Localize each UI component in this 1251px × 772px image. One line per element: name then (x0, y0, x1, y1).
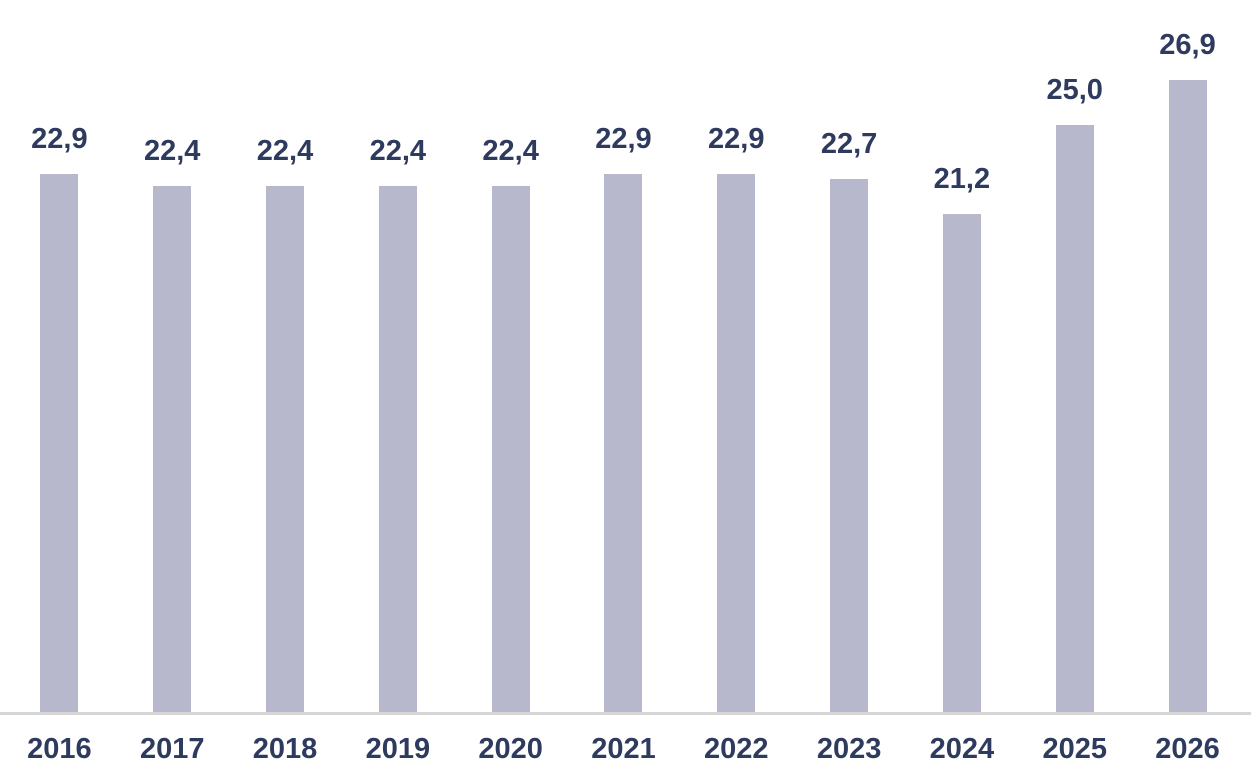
bar-column: 22,9 (567, 0, 680, 714)
x-axis-tick-label: 2023 (816, 733, 882, 765)
bar (830, 179, 869, 714)
bar-column: 22,4 (229, 0, 342, 714)
bar-value-label: 25,0 (1046, 74, 1103, 107)
x-axis-tick-label: 2024 (929, 733, 995, 765)
bar (942, 214, 981, 714)
bar (491, 186, 530, 714)
bar-value-label: 22,4 (143, 135, 201, 168)
bar-column: 25,0 (1018, 0, 1131, 714)
bar-column: 22,4 (454, 0, 567, 714)
x-axis-tick-label: 2019 (365, 733, 431, 765)
x-axis-tick-label: 2020 (478, 733, 543, 765)
bar-value-label: 22,4 (256, 135, 314, 168)
bar-column: 22,4 (116, 0, 229, 714)
bar-value-label: 22,9 (31, 123, 88, 156)
bar-column: 22,4 (341, 0, 454, 714)
bar-value-label: 22,9 (595, 123, 652, 156)
bar-column: 22,9 (680, 0, 793, 714)
bar (717, 174, 756, 714)
bar (1055, 125, 1094, 714)
x-axis-tick-label: 2016 (27, 733, 92, 765)
plot-area: 22,9 22,4 22,4 22,4 22,4 22,9 22,9 22,7 21,2 25,0… (3, 0, 1244, 714)
bar (266, 186, 305, 714)
x-axis-tick-label: 2025 (1042, 733, 1107, 765)
x-axis-line (0, 712, 1251, 715)
bar-column: 21,2 (906, 0, 1019, 714)
bar-value-label: 22,9 (708, 123, 765, 156)
bar-value-label: 26,9 (1159, 29, 1216, 62)
x-axis-labels: 2016 2017 2018 2019 2020 2021 2022 2023 2024 2025… (3, 733, 1244, 766)
bar-column: 26,9 (1131, 0, 1244, 714)
bar-value-label: 21,2 (933, 163, 991, 196)
x-axis-tick-label: 2018 (252, 733, 318, 765)
bar (604, 174, 643, 714)
bar-value-label: 22,7 (820, 128, 878, 161)
bar (153, 186, 192, 714)
bar-value-label: 22,4 (369, 135, 427, 168)
bar (378, 186, 417, 714)
bar-column: 22,7 (793, 0, 906, 714)
bar-value-label: 22,4 (482, 135, 539, 168)
x-axis-tick-label: 2022 (704, 733, 769, 765)
x-axis-tick-label: 2017 (139, 733, 205, 765)
bar-column: 22,9 (3, 0, 116, 714)
x-axis-tick-label: 2026 (1155, 733, 1220, 765)
x-axis-tick-label: 2021 (591, 733, 656, 765)
bar (1168, 80, 1207, 714)
bar (40, 174, 79, 714)
